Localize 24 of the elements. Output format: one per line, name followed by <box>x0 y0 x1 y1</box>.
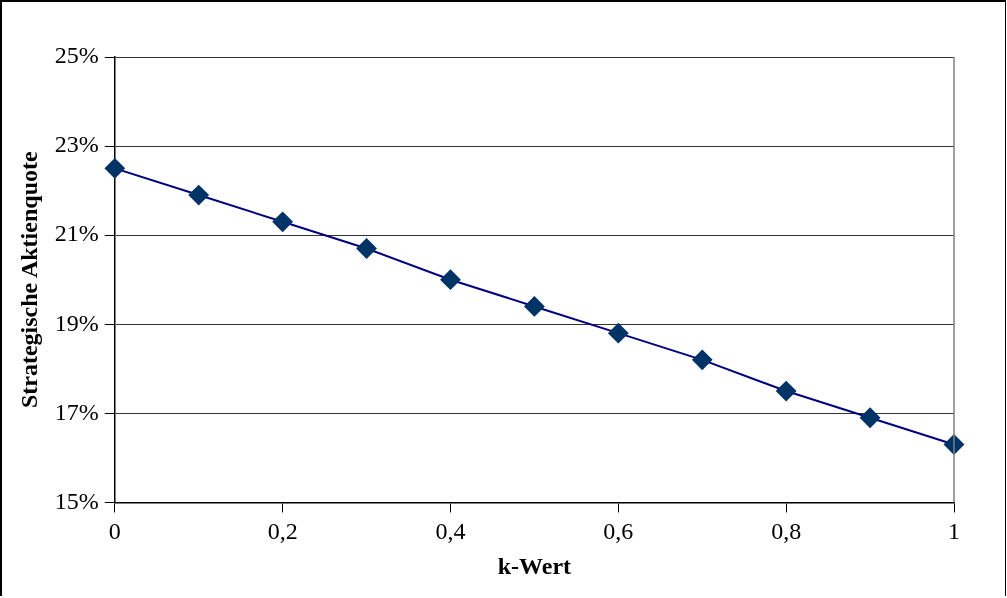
x-tick-label: 0,2 <box>267 518 298 545</box>
y-tick-label: 25% <box>54 42 99 69</box>
y-tick-label: 19% <box>54 309 99 336</box>
x-tick-label: 1 <box>948 518 960 545</box>
point <box>524 296 545 317</box>
point <box>104 158 125 179</box>
y-tick-label: 23% <box>54 131 99 158</box>
point <box>440 269 461 290</box>
point <box>188 185 209 206</box>
y-tick-label: 15% <box>54 487 99 514</box>
x-tick-label: 0,6 <box>603 518 634 545</box>
point <box>272 211 293 232</box>
x-tick-label: 0,8 <box>771 518 802 545</box>
point <box>776 381 797 402</box>
y-axis-title: Strategische Aktienquote <box>15 151 42 409</box>
y-tick-label: 21% <box>54 220 99 247</box>
x-tick-label: 0 <box>108 518 121 545</box>
x-axis-title: k-Wert <box>497 552 572 579</box>
y-tick-label: 17% <box>54 398 99 425</box>
point <box>356 238 377 259</box>
point <box>860 407 881 428</box>
point <box>608 323 629 344</box>
x-tick-label: 0,4 <box>435 518 466 545</box>
point <box>692 349 713 370</box>
